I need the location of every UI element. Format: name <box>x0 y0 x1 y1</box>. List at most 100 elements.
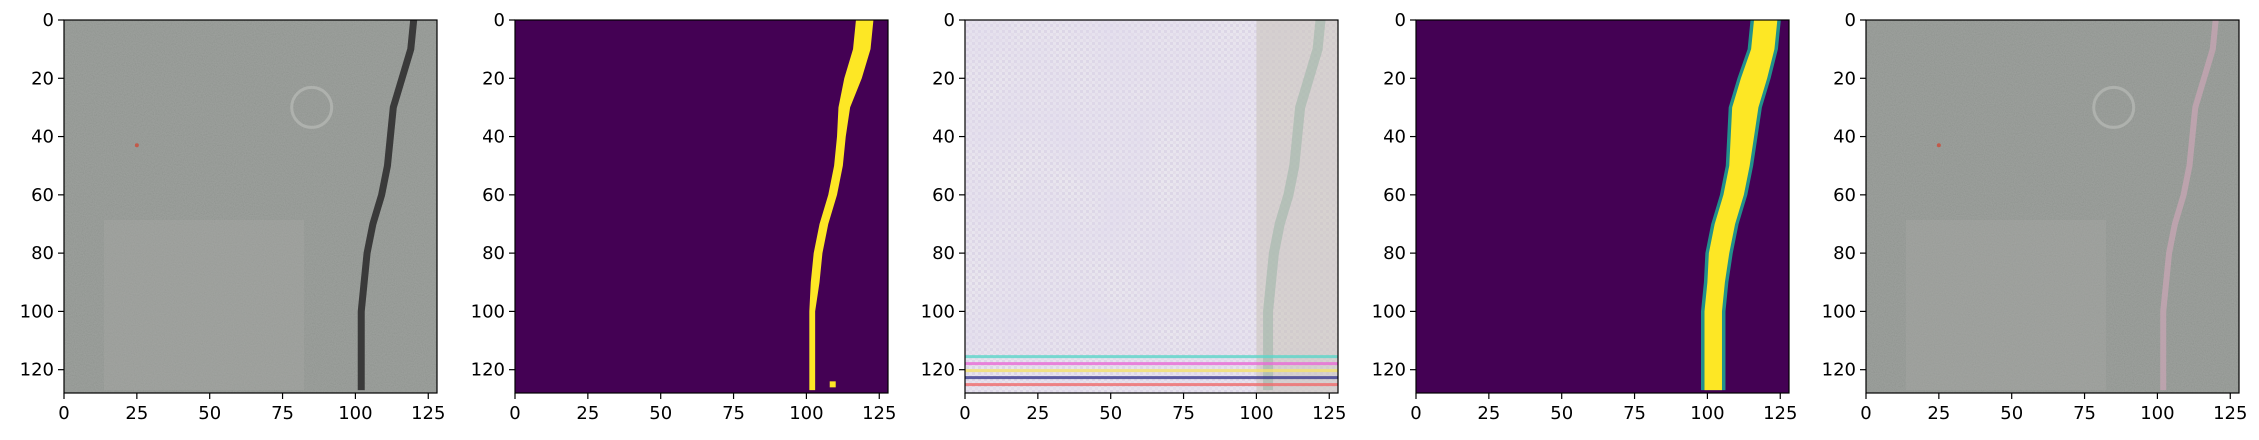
concrete-surface <box>1866 20 2239 393</box>
y-tick-label: 20 <box>1383 68 1406 89</box>
panel-predicted-mask: 0 25 50 75 100 125 0 20 40 60 80 100 120 <box>1372 10 1798 424</box>
y-tick-label: 40 <box>1833 127 1856 148</box>
artifact-stripe <box>965 376 1338 380</box>
y-tick-label: 20 <box>932 68 955 89</box>
y-tick-label: 80 <box>1833 243 1856 264</box>
mask-crack <box>809 20 874 391</box>
x-tick-label: 100 <box>1239 403 1273 424</box>
x-tick-label: 75 <box>722 403 745 424</box>
x-tick-label: 75 <box>2073 403 2096 424</box>
x-tick-label: 100 <box>1690 403 1724 424</box>
y-tick-label: 120 <box>471 360 505 381</box>
x-tick-label: 50 <box>1550 403 1573 424</box>
panel-frame <box>1865 19 2240 394</box>
x-tick-label: 125 <box>2213 403 2247 424</box>
x-tick-label: 100 <box>338 403 372 424</box>
crack-overlay <box>2160 20 2219 391</box>
x-tick-label: 125 <box>862 403 896 424</box>
artifact-stripe <box>965 362 1338 366</box>
panel-frame <box>1415 19 1790 394</box>
mask-blob <box>829 381 836 388</box>
x-tick-label: 50 <box>198 403 221 424</box>
y-tick-label: 40 <box>932 127 955 148</box>
surface-patch <box>1906 220 2106 390</box>
y-tick-label: 100 <box>1372 301 1406 322</box>
y-tick-label: 20 <box>482 68 505 89</box>
surface-speck <box>134 143 139 148</box>
x-tick-label: 75 <box>1172 403 1195 424</box>
surface-speck <box>1936 143 1941 148</box>
x-tick-label: 25 <box>576 403 599 424</box>
y-tick-label: 100 <box>471 301 505 322</box>
artifact-stripe <box>965 383 1338 387</box>
x-tick-label: 75 <box>271 403 294 424</box>
surface-mark <box>2092 85 2136 129</box>
x-tick-label: 25 <box>1477 403 1500 424</box>
y-tick-label: 80 <box>482 243 505 264</box>
panel-image <box>965 20 1338 393</box>
panel-frame <box>63 19 438 394</box>
y-tick-label: 60 <box>1833 185 1856 206</box>
x-tick-label: 0 <box>959 403 970 424</box>
panel-frame <box>964 19 1339 394</box>
panel-overlay: 0 25 50 75 100 125 0 20 40 60 80 100 120 <box>1822 10 2248 424</box>
y-tick-label: 100 <box>20 301 54 322</box>
panel-image <box>515 20 888 393</box>
y-tick-label: 40 <box>31 127 54 148</box>
x-tick-label: 75 <box>1623 403 1646 424</box>
x-tick-label: 100 <box>789 403 823 424</box>
x-tick-label: 25 <box>125 403 148 424</box>
x-tick-label: 25 <box>1026 403 1049 424</box>
x-tick-label: 50 <box>2000 403 2023 424</box>
reconstruction-crack <box>1263 20 1326 391</box>
y-tick-label: 120 <box>1372 360 1406 381</box>
y-tick-label: 120 <box>20 360 54 381</box>
x-tick-label: 125 <box>1763 403 1797 424</box>
y-tick-label: 60 <box>932 185 955 206</box>
x-tick-label: 50 <box>649 403 672 424</box>
panel-image <box>1866 20 2239 393</box>
y-tick-label: 120 <box>921 360 955 381</box>
y-tick-label: 60 <box>31 185 54 206</box>
artifact-stripe <box>965 355 1338 359</box>
panel-image <box>1416 20 1789 393</box>
x-tick-label: 25 <box>1927 403 1950 424</box>
x-tick-label: 0 <box>58 403 69 424</box>
y-tick-label: 100 <box>921 301 955 322</box>
y-tick-label: 20 <box>1833 68 1856 89</box>
panel-image <box>64 20 437 393</box>
y-tick-label: 120 <box>1822 360 1856 381</box>
mask-crack <box>1704 20 1778 391</box>
surface-mark <box>290 85 334 129</box>
y-tick-label: 40 <box>482 127 505 148</box>
y-tick-label: 40 <box>1383 127 1406 148</box>
y-tick-label: 0 <box>1845 10 1856 31</box>
y-tick-label: 100 <box>1822 301 1856 322</box>
x-tick-label: 100 <box>2140 403 2174 424</box>
surface-patch <box>104 220 304 390</box>
panel-original-image: 0 25 50 75 100 125 0 20 40 60 80 100 120 <box>20 10 446 424</box>
x-tick-label: 0 <box>509 403 520 424</box>
x-tick-label: 50 <box>1099 403 1122 424</box>
panel-reconstruction: 0 25 50 75 100 125 0 20 40 60 80 100 120 <box>921 10 1347 424</box>
x-tick-label: 125 <box>1312 403 1346 424</box>
y-tick-label: 0 <box>1395 10 1406 31</box>
y-tick-label: 80 <box>31 243 54 264</box>
y-tick-label: 80 <box>1383 243 1406 264</box>
x-tick-label: 0 <box>1410 403 1421 424</box>
crack <box>357 20 418 391</box>
panel-ground-truth-mask: 0 25 50 75 100 125 0 20 40 60 80 100 120 <box>471 10 897 424</box>
panel-frame <box>514 19 889 394</box>
y-tick-label: 20 <box>31 68 54 89</box>
y-tick-label: 60 <box>1383 185 1406 206</box>
y-tick-label: 0 <box>944 10 955 31</box>
x-tick-label: 0 <box>1860 403 1871 424</box>
y-tick-label: 60 <box>482 185 505 206</box>
y-tick-label: 0 <box>494 10 505 31</box>
x-tick-label: 125 <box>411 403 445 424</box>
y-tick-label: 0 <box>43 10 54 31</box>
y-tick-label: 80 <box>932 243 955 264</box>
artifact-stripe <box>965 369 1338 373</box>
